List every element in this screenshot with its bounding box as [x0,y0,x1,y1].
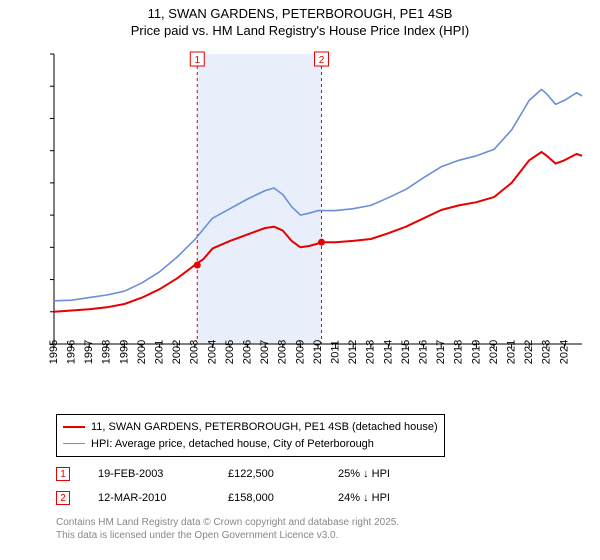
svg-text:£250K: £250K [48,177,49,189]
sale-marker-1: 1 [56,467,70,481]
svg-text:£50K: £50K [48,306,49,318]
svg-text:2017: 2017 [435,340,447,364]
svg-text:2002: 2002 [171,340,183,364]
svg-text:1998: 1998 [101,340,113,364]
title-subtitle: Price paid vs. HM Land Registry's House … [0,23,600,40]
svg-text:2010: 2010 [312,340,324,364]
footer-line1: Contains HM Land Registry data © Crown c… [56,516,399,529]
svg-text:1997: 1997 [83,340,95,364]
svg-text:2024: 2024 [558,340,570,364]
svg-text:2020: 2020 [488,340,500,364]
svg-text:2001: 2001 [154,340,166,364]
svg-text:2021: 2021 [506,340,518,364]
title-address: 11, SWAN GARDENS, PETERBOROUGH, PE1 4SB [0,6,600,23]
legend-item-hpi: HPI: Average price, detached house, City… [63,436,438,453]
svg-text:2003: 2003 [189,340,201,364]
chart-container: 11, SWAN GARDENS, PETERBOROUGH, PE1 4SB … [0,0,600,560]
sale-price-1: £122,500 [228,468,338,480]
chart-area: £0£50K£100K£150K£200K£250K£300K£350K£400… [48,46,588,386]
svg-text:2006: 2006 [242,340,254,364]
svg-text:£400K: £400K [48,80,49,92]
svg-text:1996: 1996 [66,340,78,364]
sale-price-2: £158,000 [228,492,338,504]
svg-text:£150K: £150K [48,241,49,253]
svg-text:2019: 2019 [470,340,482,364]
sale-date-1: 19-FEB-2003 [98,468,228,480]
legend-item-property: 11, SWAN GARDENS, PETERBOROUGH, PE1 4SB … [63,419,438,436]
svg-text:2007: 2007 [259,340,271,364]
svg-text:£100K: £100K [48,273,49,285]
svg-text:£350K: £350K [48,112,49,124]
legend: 11, SWAN GARDENS, PETERBOROUGH, PE1 4SB … [56,414,445,457]
legend-swatch-property [63,426,85,428]
sale-diff-2: 24% ↓ HPI [338,492,448,504]
svg-text:2023: 2023 [541,340,553,364]
svg-text:1: 1 [194,55,200,66]
legend-label-hpi: HPI: Average price, detached house, City… [91,436,374,453]
svg-text:2000: 2000 [136,340,148,364]
title-block: 11, SWAN GARDENS, PETERBOROUGH, PE1 4SB … [0,0,600,40]
svg-text:2022: 2022 [523,340,535,364]
line-chart-svg: £0£50K£100K£150K£200K£250K£300K£350K£400… [48,46,588,386]
footer-attribution: Contains HM Land Registry data © Crown c… [56,516,399,542]
svg-text:2015: 2015 [400,340,412,364]
legend-swatch-hpi [63,443,85,444]
svg-text:2005: 2005 [224,340,236,364]
svg-text:2004: 2004 [206,340,218,364]
sale-diff-1: 25% ↓ HPI [338,468,448,480]
svg-text:2008: 2008 [277,340,289,364]
sale-marker-2: 2 [56,491,70,505]
svg-text:2018: 2018 [453,340,465,364]
sale-row-1: 1 19-FEB-2003 £122,500 25% ↓ HPI [56,462,448,486]
svg-text:2: 2 [319,55,325,66]
svg-text:1999: 1999 [118,340,130,364]
svg-text:2016: 2016 [418,340,430,364]
footer-line2: This data is licensed under the Open Gov… [56,529,399,542]
svg-text:2013: 2013 [365,340,377,364]
legend-label-property: 11, SWAN GARDENS, PETERBOROUGH, PE1 4SB … [91,419,438,436]
sale-row-2: 2 12-MAR-2010 £158,000 24% ↓ HPI [56,486,448,510]
svg-text:£300K: £300K [48,145,49,157]
svg-text:£200K: £200K [48,209,49,221]
svg-text:2012: 2012 [347,340,359,364]
svg-text:2009: 2009 [294,340,306,364]
sale-events: 1 19-FEB-2003 £122,500 25% ↓ HPI 2 12-MA… [56,462,448,510]
svg-text:£450K: £450K [48,48,49,60]
sale-date-2: 12-MAR-2010 [98,492,228,504]
svg-text:2014: 2014 [382,340,394,364]
